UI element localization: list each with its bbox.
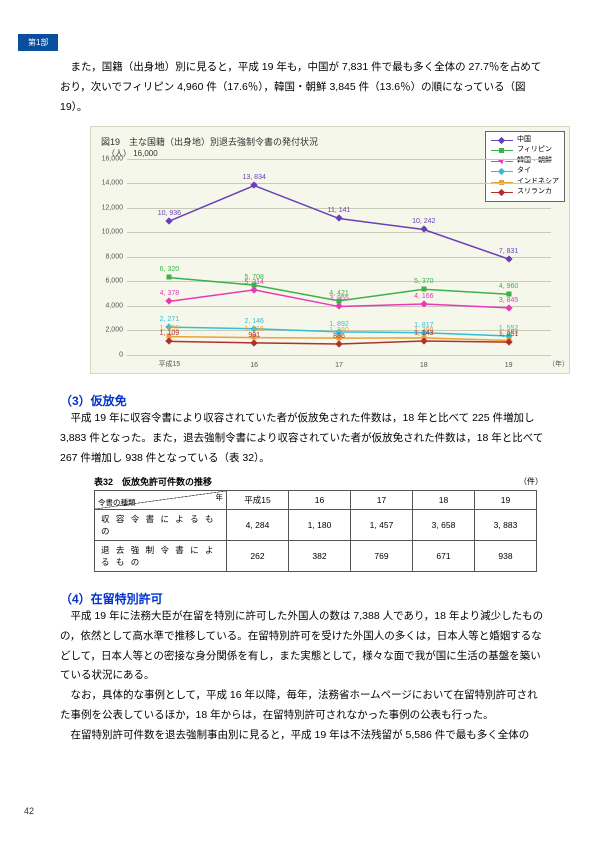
y-tick: 16,000 [97,155,123,162]
data-label: 10, 242 [412,218,435,225]
figure-19-chart: 図19 主な国籍（出身地）別退去強制令書の発付状況 （人） 16,000 中国フ… [90,126,570,374]
table-row-header: 収 容 令 書 に よ る も の [95,509,227,540]
table-col-header: 18 [413,490,475,509]
table-col-header: 16 [289,490,351,509]
section-3-heading: （3）仮放免 [60,392,545,409]
data-label: 1, 143 [414,330,433,337]
data-point [167,275,172,280]
data-label: 5, 370 [414,278,433,285]
data-label: 991 [248,332,260,339]
data-label: 1, 051 [499,331,518,338]
y-tick: 8,000 [97,253,123,260]
table-32-caption: 表32 仮放免許可件数の推移 [94,475,545,488]
table-cell: 4, 284 [227,509,289,540]
data-label: 4, 960 [499,283,518,290]
section-4-body-2: なお，具体的な事例として，平成 16 年以降，毎年，法務省ホームページにおいて在… [60,686,545,726]
y-tick: 12,000 [97,204,123,211]
y-tick: 4,000 [97,302,123,309]
section-4-body-1: 平成 19 年に法務大臣が在留を特別に許可した外国人の数は 7,388 人であり… [60,607,545,687]
data-label: 7, 831 [499,248,518,255]
x-tick: 18 [420,362,428,369]
table-cell: 769 [351,540,413,571]
table-cell: 262 [227,540,289,571]
table-cell: 1, 180 [289,509,351,540]
data-label: 3, 955 [329,295,348,302]
data-label: 13, 834 [243,174,266,181]
data-label: 5, 314 [244,279,263,286]
data-point [421,287,426,292]
data-label: 1, 109 [160,330,179,337]
legend-item: フィリピン [491,145,559,156]
data-label: 2, 146 [244,318,263,325]
intro-paragraph: また，国籍（出身地）別に見ると，平成 19 年も，中国が 7,831 件で最も多… [60,58,545,118]
legend-item: 中国 [491,135,559,146]
y-tick: 6,000 [97,278,123,285]
table-cell: 1, 457 [351,509,413,540]
data-label: 4, 166 [414,293,433,300]
data-label: 11, 141 [328,207,351,214]
data-label: 4, 378 [160,290,179,297]
table-cell: 938 [475,540,537,571]
page-number: 42 [24,806,34,816]
section-4-body-3: 在留特別許可件数を退去強制事由別に見ると，平成 19 年は不法残留が 5,586… [60,726,545,746]
data-label: 10, 936 [158,210,181,217]
table-cell: 671 [413,540,475,571]
table-col-header: 17 [351,490,413,509]
data-label: 2, 271 [160,316,179,323]
section-4-heading: （4）在留特別許可 [60,590,545,607]
data-label: 3, 845 [499,297,518,304]
x-tick: 17 [335,362,343,369]
table-cell: 3, 883 [475,509,537,540]
y-tick: 2,000 [97,327,123,334]
section-3-body: 平成 19 年に収容令書により収容されていた者が仮放免された件数は，18 年と比… [60,409,545,469]
table-32-unit: （件） [519,476,543,487]
table-col-header: 19 [475,490,537,509]
chart-x-unit: （年） [548,359,569,369]
chapter-tab: 第1部 [18,34,58,51]
table-32: 年令書の種類平成1516171819収 容 令 書 に よ る も の4, 28… [94,490,537,572]
x-tick: 19 [505,362,513,369]
table-row-header: 退 去 強 制 令 書 に よ る も の [95,540,227,571]
y-tick: 0 [97,351,123,358]
table-cell: 3, 658 [413,509,475,540]
data-label: 896 [333,333,345,340]
x-tick: 16 [250,362,258,369]
table-col-header: 平成15 [227,490,289,509]
data-label: 6, 320 [160,266,179,273]
x-tick: 平成15 [158,359,180,369]
table-cell: 382 [289,540,351,571]
y-tick: 10,000 [97,229,123,236]
y-tick: 14,000 [97,180,123,187]
